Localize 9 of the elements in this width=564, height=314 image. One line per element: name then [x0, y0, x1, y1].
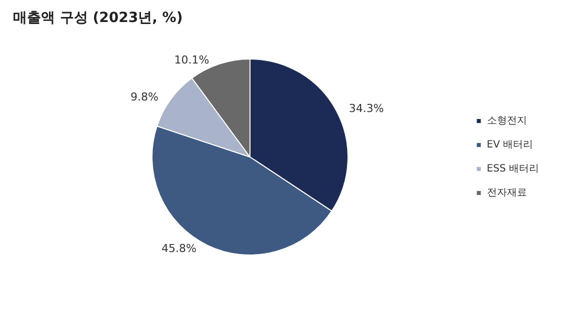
legend-label: 소형전지 [486, 116, 527, 126]
data-label: 34.3% [348, 102, 384, 116]
legend-label: ESS 배터리 [486, 164, 540, 174]
chart-title: 매출액 구성 (2023년, %) [13, 10, 183, 26]
data-label: 9.8% [130, 90, 158, 104]
legend-label: 전자재료 [486, 188, 527, 198]
data-label: 45.8% [161, 242, 196, 256]
data-label: 10.1% [174, 54, 210, 67]
legend-label: EV 배터리 [486, 140, 534, 150]
